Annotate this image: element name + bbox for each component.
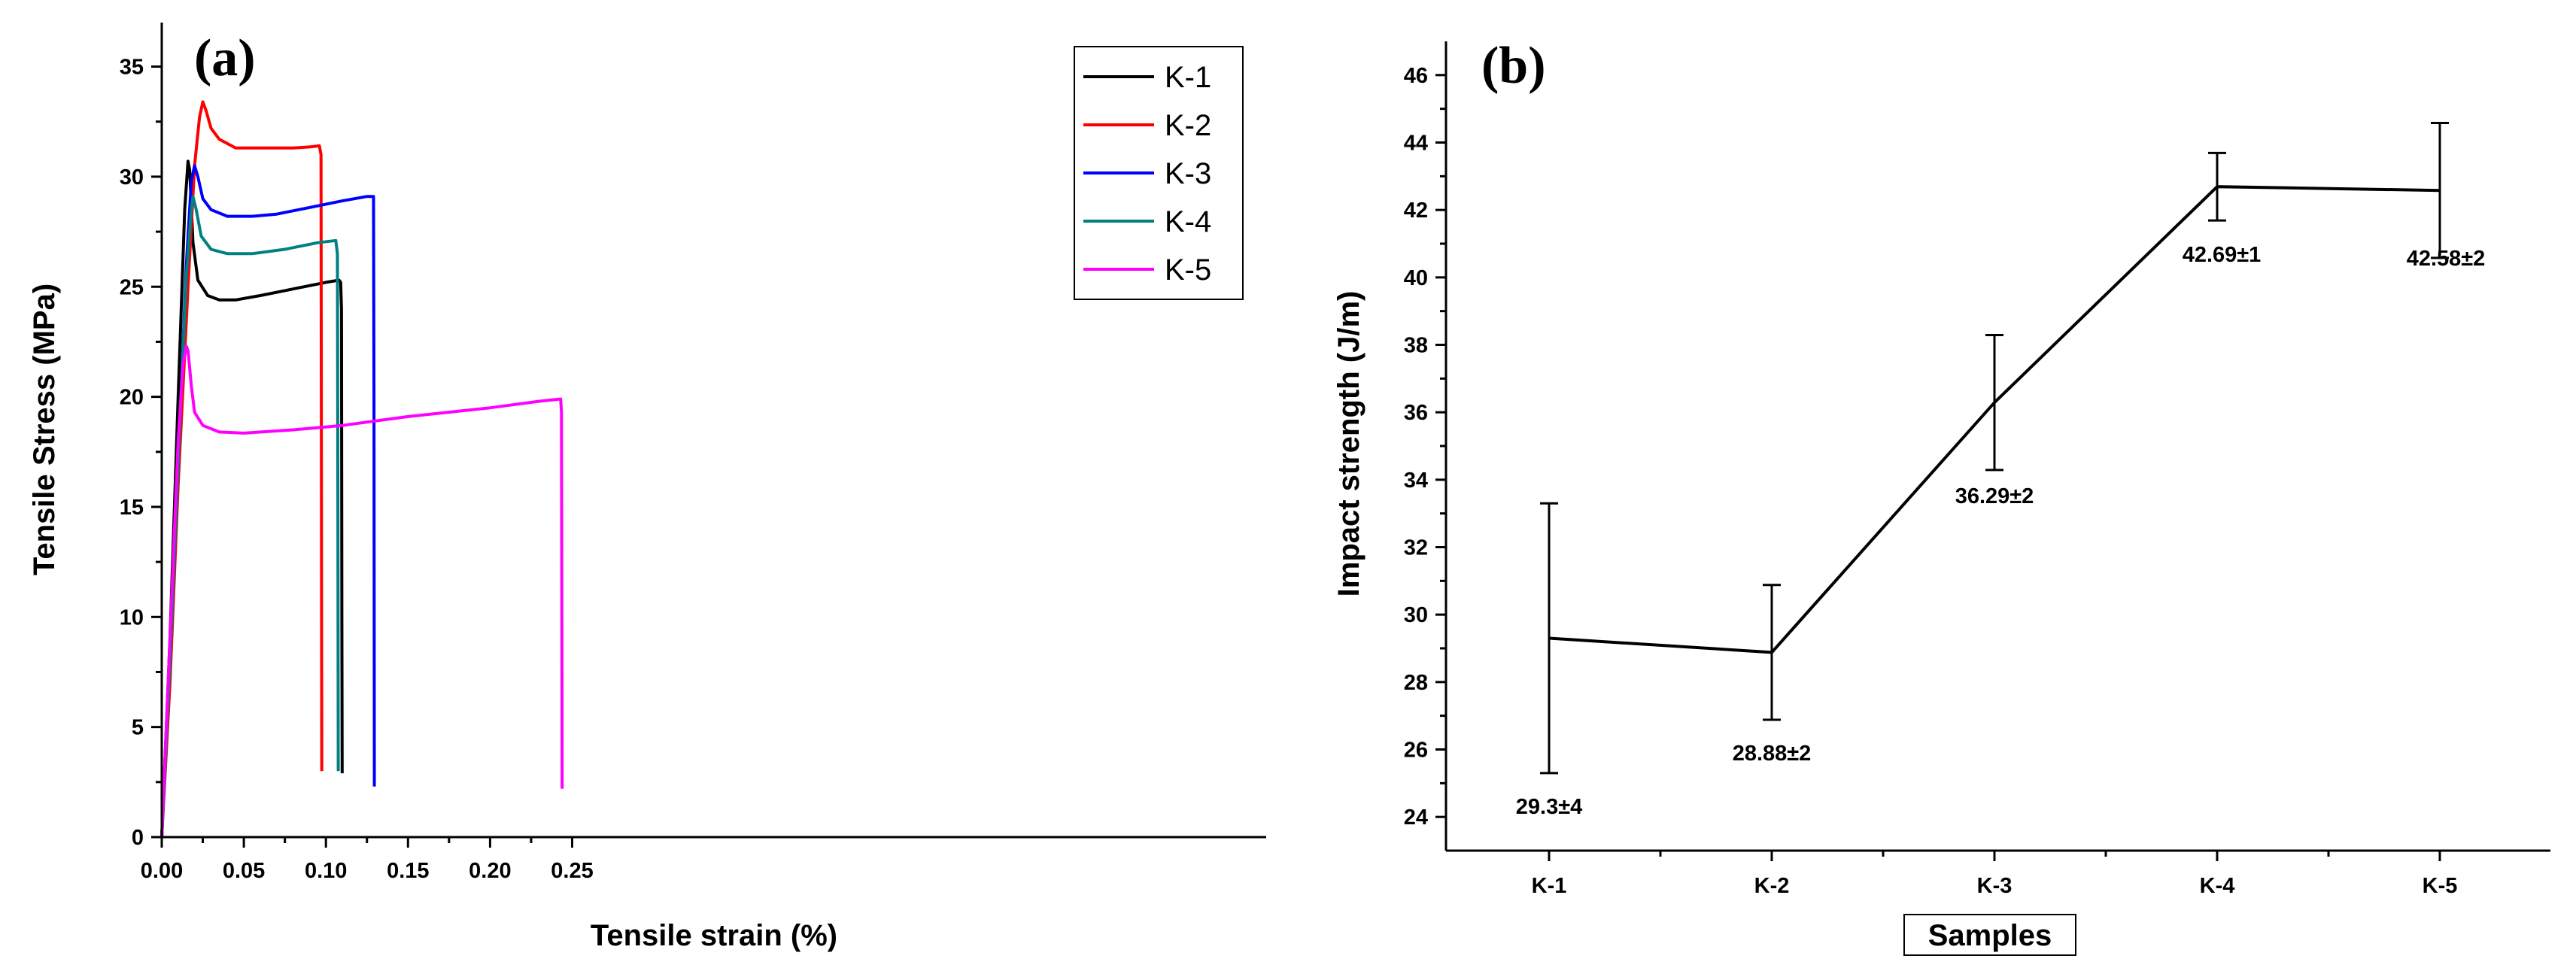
a-y-tick-label: 35: [120, 56, 144, 80]
a-y-tick-label: 20: [120, 386, 144, 410]
b-x-tick-label: K-5: [2423, 874, 2458, 898]
a-y-tick-label: 10: [120, 605, 144, 630]
a-y-tick-label: 5: [132, 716, 144, 740]
a-x-tick-label: 0.15: [387, 859, 429, 883]
series-line-k-5: [160, 344, 564, 838]
b-y-axis-title: Impact strength (J/m): [1332, 291, 1365, 597]
a-x-tick-label: 0.00: [141, 859, 183, 883]
b-y-tick-label: 32: [1404, 536, 1428, 560]
error-bar-k-1: [1540, 502, 1558, 775]
panel-a-label: (a): [194, 29, 256, 87]
a-x-ticks: 0.00 0.05 0.10 0.15 0.20 0.25: [141, 837, 594, 883]
series-line-k-4: [160, 195, 340, 838]
b-y-tick-label: 44: [1404, 132, 1428, 156]
series-line-k-1: [160, 159, 344, 838]
b-x-tick-label: K-1: [1532, 874, 1567, 898]
b-x-tick-label: K-4: [2200, 874, 2235, 898]
b-y-ticks: 24 26 28 30 32 34 36 38 40 42 44 46: [1404, 64, 1446, 830]
b-y-tick-label: 36: [1404, 401, 1428, 425]
legend: K-1 K-2 K-3 K-4 K-5: [1074, 46, 1244, 300]
b-y-tick-label: 42: [1404, 199, 1428, 223]
b-y-tick-label: 26: [1404, 739, 1428, 763]
a-y-tick-label: 25: [120, 275, 144, 299]
b-y-tick-label: 38: [1404, 334, 1428, 358]
legend-label-k-5: K-5: [1165, 253, 1211, 287]
b-y-tick-label: 24: [1404, 806, 1428, 830]
b-y-tick-label: 46: [1404, 64, 1428, 88]
b-x-axis-title: Samples: [1928, 919, 2052, 952]
error-bar-k-4: [2208, 151, 2226, 222]
b-y-tick-label: 34: [1404, 469, 1428, 493]
tensile-chart: (a) 0.00 0.05 0.10 0.15 0.20 0.25 0 5 10 15 20 25 3…: [28, 23, 1266, 952]
legend-label-k-2: K-2: [1165, 109, 1211, 142]
b-x-tick-label: K-3: [1977, 874, 2012, 898]
series-line-k-2: [160, 100, 324, 838]
a-x-tick-label: 0.10: [305, 859, 347, 883]
tensile-curves: [160, 100, 564, 838]
data-label-k-2: 28.88±2: [1733, 742, 1812, 766]
error-bar-k-2: [1763, 584, 1781, 721]
legend-label-k-4: K-4: [1165, 205, 1211, 238]
a-y-tick-label: 15: [120, 496, 144, 520]
a-y-tick-label: 30: [120, 165, 144, 190]
error-bar-k-3: [1985, 333, 2003, 472]
a-y-ticks: 0 5 10 15 20 25 30 35: [120, 56, 162, 850]
data-label-k-5: 42.58±2: [2407, 247, 2486, 271]
legend-label-k-1: K-1: [1165, 61, 1211, 94]
panel-b-label: (b): [1481, 37, 1546, 95]
data-labels: 29.3±4 28.88±2 36.29±2 42.69±1 42.58±2: [1516, 243, 2486, 819]
b-y-tick-label: 28: [1404, 671, 1428, 695]
a-x-tick-label: 0.05: [223, 859, 265, 883]
a-x-axis-title: Tensile strain (%): [591, 919, 837, 952]
a-y-axis-title: Tensile Stress (MPa): [28, 284, 61, 575]
error-bars: [1540, 121, 2449, 775]
legend-label-k-3: K-3: [1165, 157, 1211, 190]
b-x-axis-title-box: [1903, 914, 2076, 956]
a-x-tick-label: 0.25: [551, 859, 593, 883]
error-bar-k-5: [2431, 121, 2449, 259]
a-y-tick-label: 0: [132, 826, 144, 850]
data-label-k-3: 36.29±2: [1955, 484, 2034, 508]
data-label-k-4: 42.69±1: [2183, 243, 2262, 267]
data-label-k-1: 29.3±4: [1516, 795, 1583, 819]
a-x-tick-label: 0.20: [469, 859, 511, 883]
b-y-tick-label: 30: [1404, 603, 1428, 627]
b-x-tick-label: K-2: [1754, 874, 1790, 898]
b-x-ticks: K-1 K-2 K-3 K-4 K-5: [1532, 851, 2458, 898]
b-y-tick-label: 40: [1404, 266, 1428, 290]
